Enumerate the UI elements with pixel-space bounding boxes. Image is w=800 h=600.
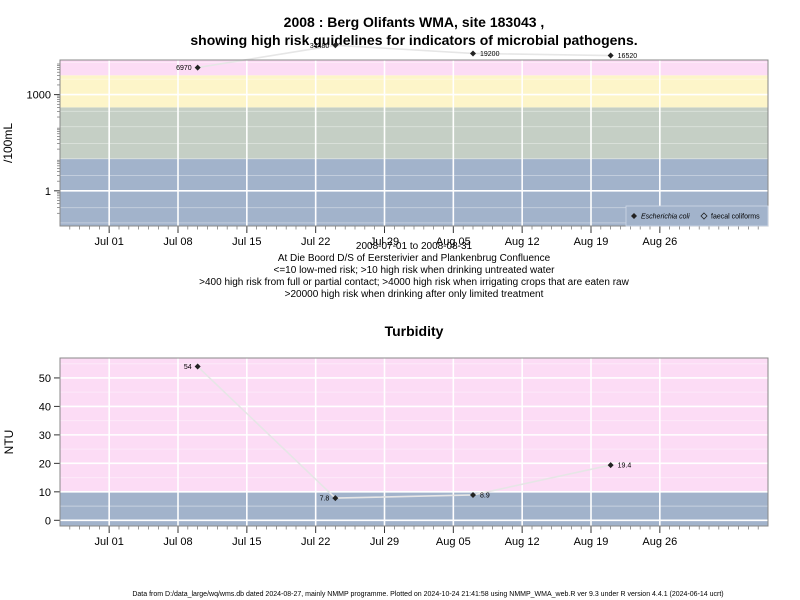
bacteria-x-tick-label: Jul 08 xyxy=(163,236,192,248)
turbidity-y-axis-label: NTU xyxy=(2,430,16,455)
turbidity-y-tick-label: 0 xyxy=(45,515,51,527)
turbidity-y-tick-label: 20 xyxy=(39,458,51,470)
legend-label-ecoli: Escherichia coli xyxy=(641,214,690,221)
bacteria-y-tick-label: 1000 xyxy=(27,90,51,102)
turbidity-data-label: 54 xyxy=(184,364,192,371)
main-title-line2: showing high risk guidelines for indicat… xyxy=(190,32,637,48)
turbidity-y-tick-label: 40 xyxy=(39,401,51,413)
bacteria-x-tick-label: Jul 01 xyxy=(94,236,123,248)
bacteria-data-label: 6970 xyxy=(176,65,192,72)
bacteria-y-tick-label: 1 xyxy=(45,186,51,198)
legend-marker-ecoli-icon xyxy=(631,213,637,219)
turbidity-data-label: 19.4 xyxy=(618,463,632,470)
bacteria-series-line xyxy=(197,44,611,69)
bacteria-data-label: 16520 xyxy=(618,53,638,60)
turbidity-x-tick-label: Jul 15 xyxy=(232,536,261,548)
bacteria-point-marker xyxy=(194,64,201,71)
turbidity-panel: Turbidity Jul 01 Jul 08 Jul 15 Jul 22 Jul 29… xyxy=(2,323,769,548)
site-note: At Die Boord D/S of Eersterivier and Pla… xyxy=(278,253,551,264)
footer-note: Data from D:/data_large/wq/wms.db dated … xyxy=(132,591,723,598)
turbidity-point-marker xyxy=(607,462,614,469)
main-title-line1: 2008 : Berg Olifants WMA, site 183043 , xyxy=(284,14,545,30)
turbidity-data-label: 8.9 xyxy=(480,492,490,499)
turbidity-title: Turbidity xyxy=(385,323,444,339)
turbidity-x-tick-label: Aug 19 xyxy=(574,536,609,548)
bacteria-band-1 xyxy=(60,107,768,159)
risk-note-1: <=10 low-med risk; >10 high risk when dr… xyxy=(274,265,556,276)
bacteria-point-marker xyxy=(470,50,476,57)
bacteria-data-label: 34480 xyxy=(310,43,330,50)
bacteria-legend: Escherichia coli faecal coliforms xyxy=(625,205,769,227)
turbidity-x-tick-label: Jul 01 xyxy=(94,536,123,548)
date-range-text: 2008-07-01 to 2008-08-31 xyxy=(356,241,473,252)
bacteria-x-tick-label: Jul 15 xyxy=(232,236,261,248)
bacteria-x-tick-label: Aug 05 xyxy=(436,236,471,248)
turbidity-x-tick-label: Jul 08 xyxy=(163,536,192,548)
turbidity-data-label: 7.8 xyxy=(320,496,330,503)
risk-note-2: >400 high risk from full or partial cont… xyxy=(199,277,629,288)
bacteria-data-label: 19200 xyxy=(480,51,500,58)
legend-label-faecal: faecal coliforms xyxy=(711,214,760,221)
turbidity-y-tick-label: 10 xyxy=(39,487,51,499)
bacteria-point-marker xyxy=(332,42,339,49)
legend-box xyxy=(625,205,769,227)
bacteria-band-2 xyxy=(60,75,768,108)
turbidity-x-tick-label: Aug 05 xyxy=(436,536,471,548)
bacteria-point-marker xyxy=(607,52,614,59)
turbidity-y-tick-label: 50 xyxy=(39,373,51,385)
bacteria-panel: Jul 01 Jul 08 Jul 15 Jul 22 Jul 29 Aug 05 Aug … xyxy=(1,42,769,300)
turbidity-point-marker xyxy=(332,495,339,502)
bacteria-x-tick-label: Jul 29 xyxy=(370,236,399,248)
turbidity-series-line xyxy=(197,365,611,499)
bacteria-x-tick-label: Aug 26 xyxy=(642,236,677,248)
legend-marker-faecal-icon xyxy=(700,212,708,220)
turbidity-x-tick-label: Jul 22 xyxy=(301,536,330,548)
risk-note-3: >20000 high risk when drinking after onl… xyxy=(285,289,544,300)
turbidity-x-tick-label: Aug 12 xyxy=(505,536,540,548)
turbidity-x-tick-label: Jul 29 xyxy=(370,536,399,548)
bacteria-x-tick-label: Aug 19 xyxy=(574,236,609,248)
bacteria-plot-frame xyxy=(59,59,769,227)
turbidity-point-marker xyxy=(470,491,476,498)
bacteria-x-tick-label: Jul 22 xyxy=(301,236,330,248)
turbidity-plot-frame xyxy=(59,357,769,527)
turbidity-x-tick-label: Aug 26 xyxy=(642,536,677,548)
turbidity-point-marker xyxy=(194,363,201,370)
bacteria-y-axis-label: /100mL xyxy=(1,123,15,163)
turbidity-y-tick-label: 30 xyxy=(39,430,51,442)
bacteria-x-tick-label: Aug 12 xyxy=(505,236,540,248)
